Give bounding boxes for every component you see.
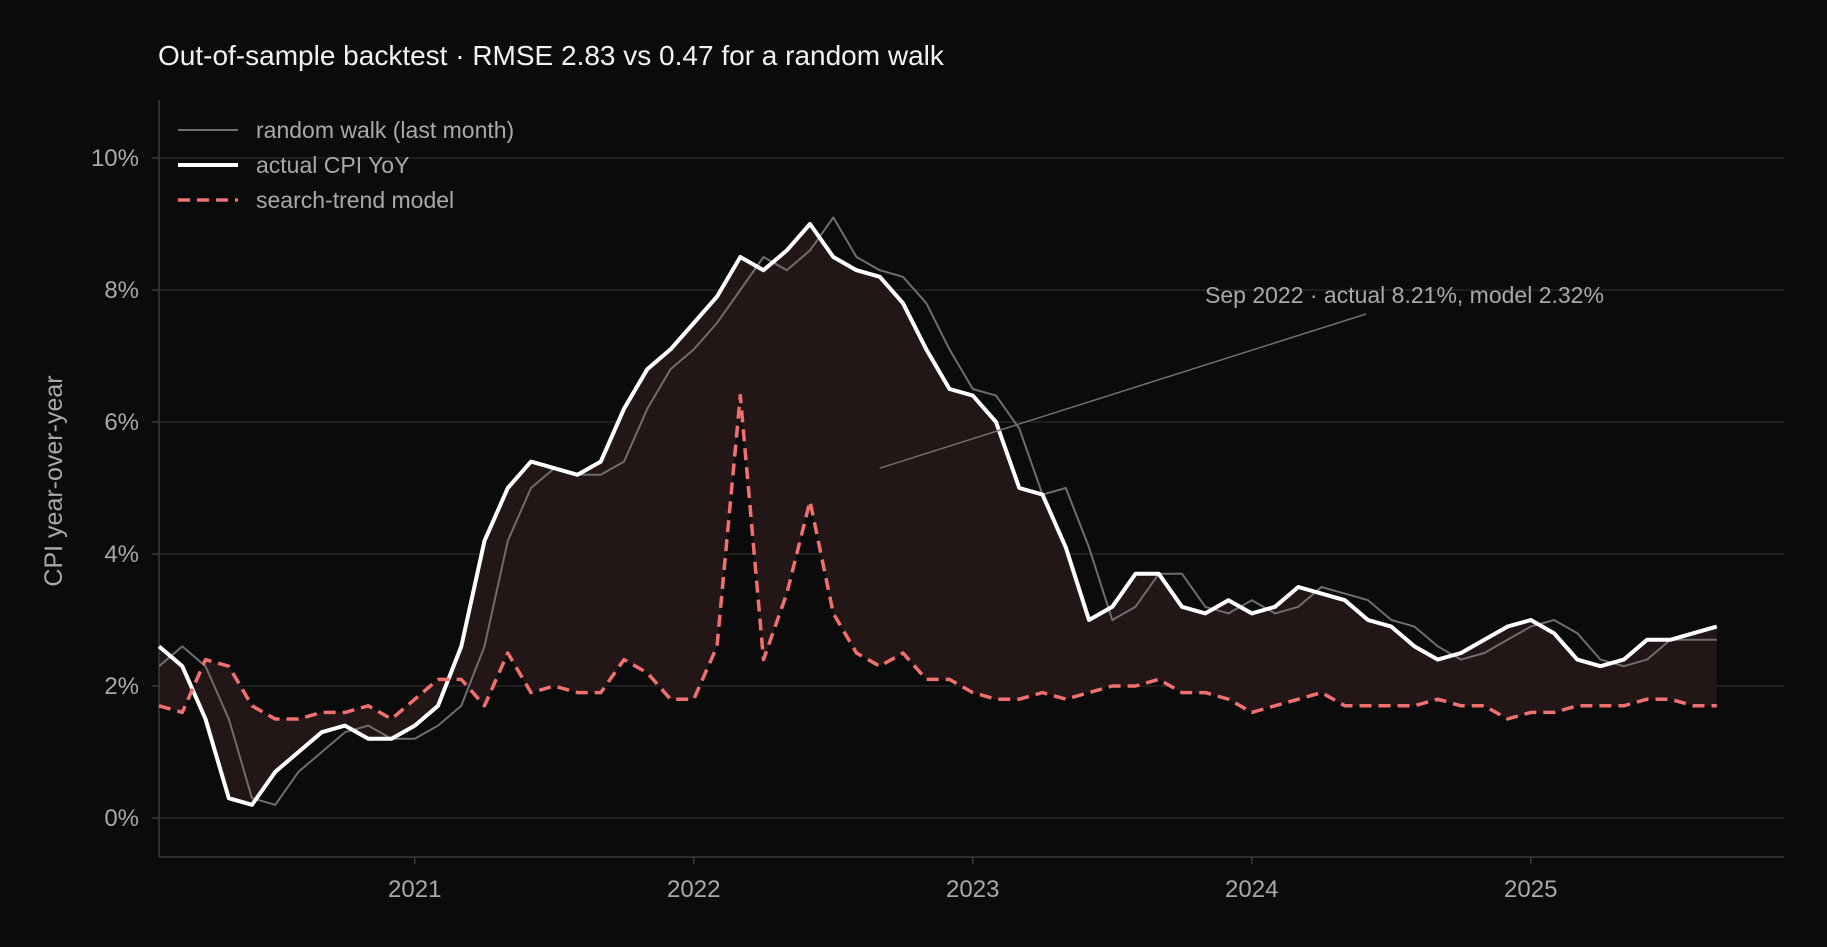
axes (158, 100, 1784, 858)
x-tick-label: 2023 (946, 876, 999, 903)
y-tick-label: 0% (104, 805, 139, 832)
legend: random walk (last month) actual CPI YoY … (178, 117, 514, 213)
gap-fill-area (159, 224, 1717, 805)
x-tick-label: 2022 (667, 876, 720, 903)
series-line-actual (157, 222, 1718, 807)
series-line-random-walk (158, 216, 1717, 806)
chart-title: Out-of-sample backtest · RMSE 2.83 vs 0.… (158, 40, 945, 71)
y-tick-label: 10% (91, 145, 139, 172)
y-tick-label: 6% (104, 409, 139, 436)
y-tick-labels: 0% 2% 4% 6% 8% 10% (91, 145, 159, 832)
annotation-leader-line (879, 313, 1367, 469)
series-lines (157, 216, 1718, 807)
x-tick-labels: 2021 2022 2023 2024 2025 (388, 857, 1557, 903)
y-axis-label: CPI year-over-year (40, 375, 68, 586)
series-line-model (158, 393, 1717, 721)
annotation: Sep 2022 · actual 8.21%, model 2.32% (879, 282, 1604, 469)
x-tick-label: 2021 (388, 876, 441, 903)
legend-label-actual: actual CPI YoY (256, 152, 409, 178)
y-tick-label: 8% (104, 277, 139, 304)
legend-label-model: search-trend model (256, 187, 454, 213)
x-tick-label: 2024 (1225, 876, 1278, 903)
x-tick-label: 2025 (1504, 876, 1557, 903)
y-tick-label: 2% (104, 673, 139, 700)
y-tick-label: 4% (104, 541, 139, 568)
annotation-text: Sep 2022 · actual 8.21%, model 2.32% (1205, 282, 1604, 308)
legend-label-random-walk: random walk (last month) (256, 117, 514, 143)
actual-model-gap-fill (159, 224, 1717, 805)
